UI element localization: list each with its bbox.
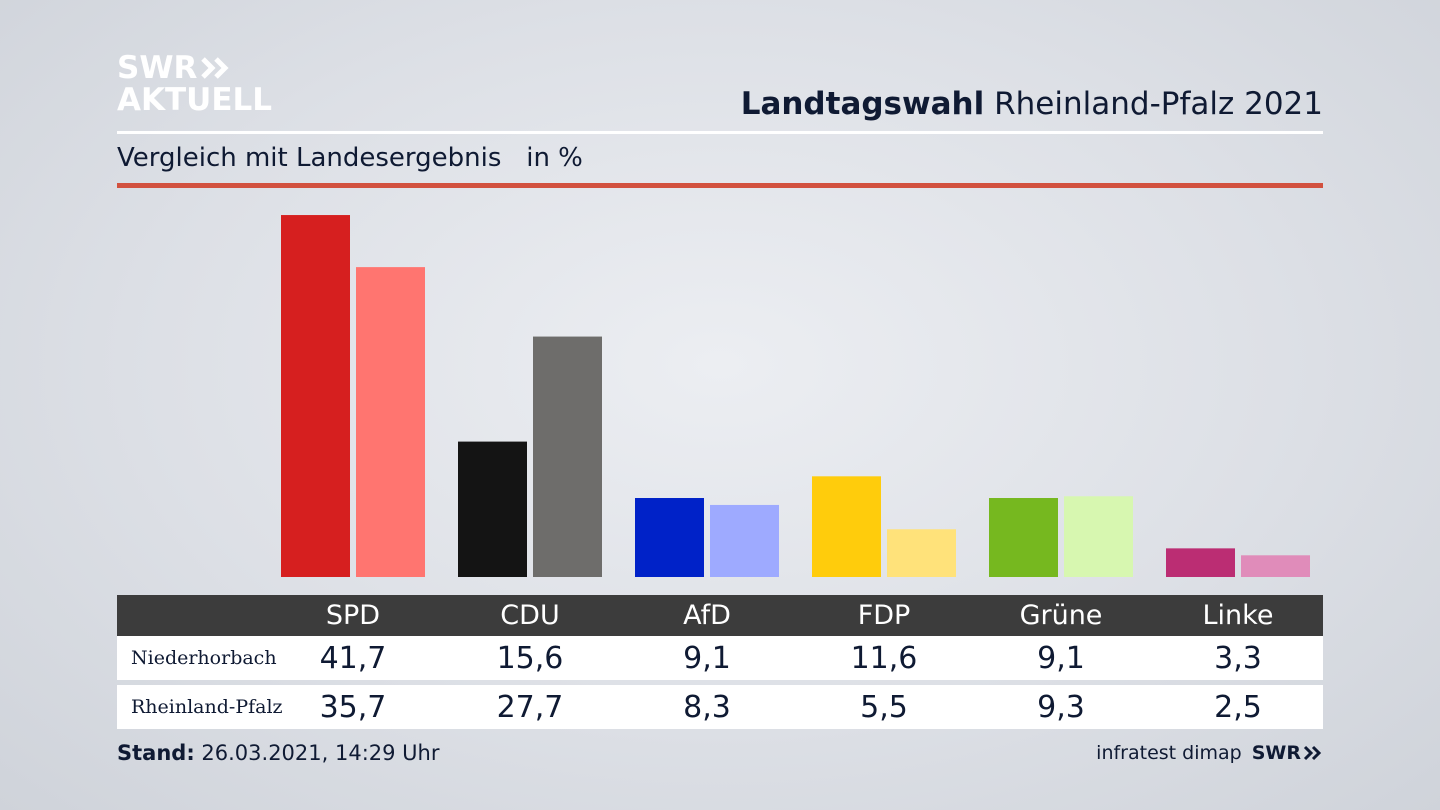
logo-line-2: AKTUELL: [117, 82, 273, 118]
bar-gr-ne-rheinland-pfalz: [1064, 496, 1133, 577]
column-header-gr-ne: Grüne: [1019, 600, 1103, 631]
bar-linke-rheinland-pfalz: [1241, 555, 1310, 577]
bar-cdu-niederhorbach: [458, 441, 527, 577]
column-header-fdp: FDP: [857, 600, 911, 631]
value-spd-rheinland-pfalz: 35,7: [319, 689, 387, 725]
title-rest: Rheinland-Pfalz 2021: [984, 86, 1323, 122]
value-fdp-rheinland-pfalz: 5,5: [860, 689, 908, 725]
value-cdu-rheinland-pfalz: 27,7: [496, 689, 564, 725]
stand-value: 26.03.2021, 14:29 Uhr: [194, 741, 440, 765]
value-gr-ne-rheinland-pfalz: 9,3: [1037, 689, 1085, 725]
logo-line-1: SWR: [117, 50, 198, 86]
value-afd-rheinland-pfalz: 8,3: [683, 689, 731, 725]
column-header-linke: Linke: [1202, 600, 1274, 631]
double-chevron-icon: [1303, 745, 1322, 761]
value-linke-niederhorbach: 3,3: [1214, 640, 1262, 676]
title-bold: Landtagswahl: [740, 86, 985, 122]
bar-gr-ne-niederhorbach: [989, 498, 1058, 577]
value-gr-ne-niederhorbach: 9,1: [1037, 640, 1085, 676]
swr-footer-logo: SWR: [1252, 742, 1323, 764]
bar-fdp-rheinland-pfalz: [887, 529, 956, 577]
column-header-cdu: CDU: [500, 600, 560, 631]
table-header: SPD CDU AfD FDP Grüne Linke: [117, 595, 1323, 636]
subtitle-unit: in %: [526, 143, 583, 173]
swr-footer-text: SWR: [1251, 742, 1301, 764]
bar-spd-niederhorbach: [281, 215, 350, 577]
value-fdp-niederhorbach: 11,6: [850, 640, 918, 676]
bar-linke-niederhorbach: [1166, 548, 1235, 577]
bar-afd-niederhorbach: [635, 498, 704, 577]
source-name: infratest dimap: [1096, 742, 1242, 764]
value-cdu-niederhorbach: 15,6: [496, 640, 564, 676]
bar-fdp-niederhorbach: [812, 476, 881, 577]
row-label-niederhorbach: Niederhorbach: [131, 647, 277, 669]
bar-cdu-rheinland-pfalz: [533, 336, 602, 577]
page-title: Landtagswahl Rheinland-Pfalz 2021: [741, 86, 1323, 122]
value-linke-rheinland-pfalz: 2,5: [1214, 689, 1262, 725]
column-header-spd: SPD: [325, 600, 381, 631]
subtitle-text: Vergleich mit Landesergebnis: [117, 143, 502, 173]
column-header-afd: AfD: [683, 600, 731, 631]
value-spd-niederhorbach: 41,7: [319, 640, 387, 676]
double-chevron-icon: [201, 57, 229, 79]
subtitle: Vergleich mit Landesergebnis in %: [117, 143, 583, 173]
results-table: SPD CDU AfD FDP Grüne Linke Niederhorbach 41,…: [117, 595, 1323, 729]
value-afd-niederhorbach: 9,1: [683, 640, 731, 676]
timestamp: Stand: 26.03.2021, 14:29 Uhr: [117, 741, 440, 765]
bar-spd-rheinland-pfalz: [356, 267, 425, 577]
accent-rule: [117, 183, 1323, 188]
source-credit: infratest dimap SWR: [1096, 742, 1323, 764]
header-divider: [117, 131, 1323, 134]
table-row-niederhorbach: Niederhorbach 41,7 15,6 9,1 11,6 9,1 3,3: [117, 636, 1323, 680]
stand-label: Stand:: [117, 741, 195, 765]
table-row-rheinland-pfalz: Rheinland-Pfalz 35,7 27,7 8,3 5,5 9,3 2,5: [117, 685, 1323, 729]
row-label-rheinland-pfalz: Rheinland-Pfalz: [131, 696, 283, 718]
swr-aktuell-logo: SWR AKTUELL: [117, 52, 272, 116]
bar-afd-rheinland-pfalz: [710, 504, 779, 577]
